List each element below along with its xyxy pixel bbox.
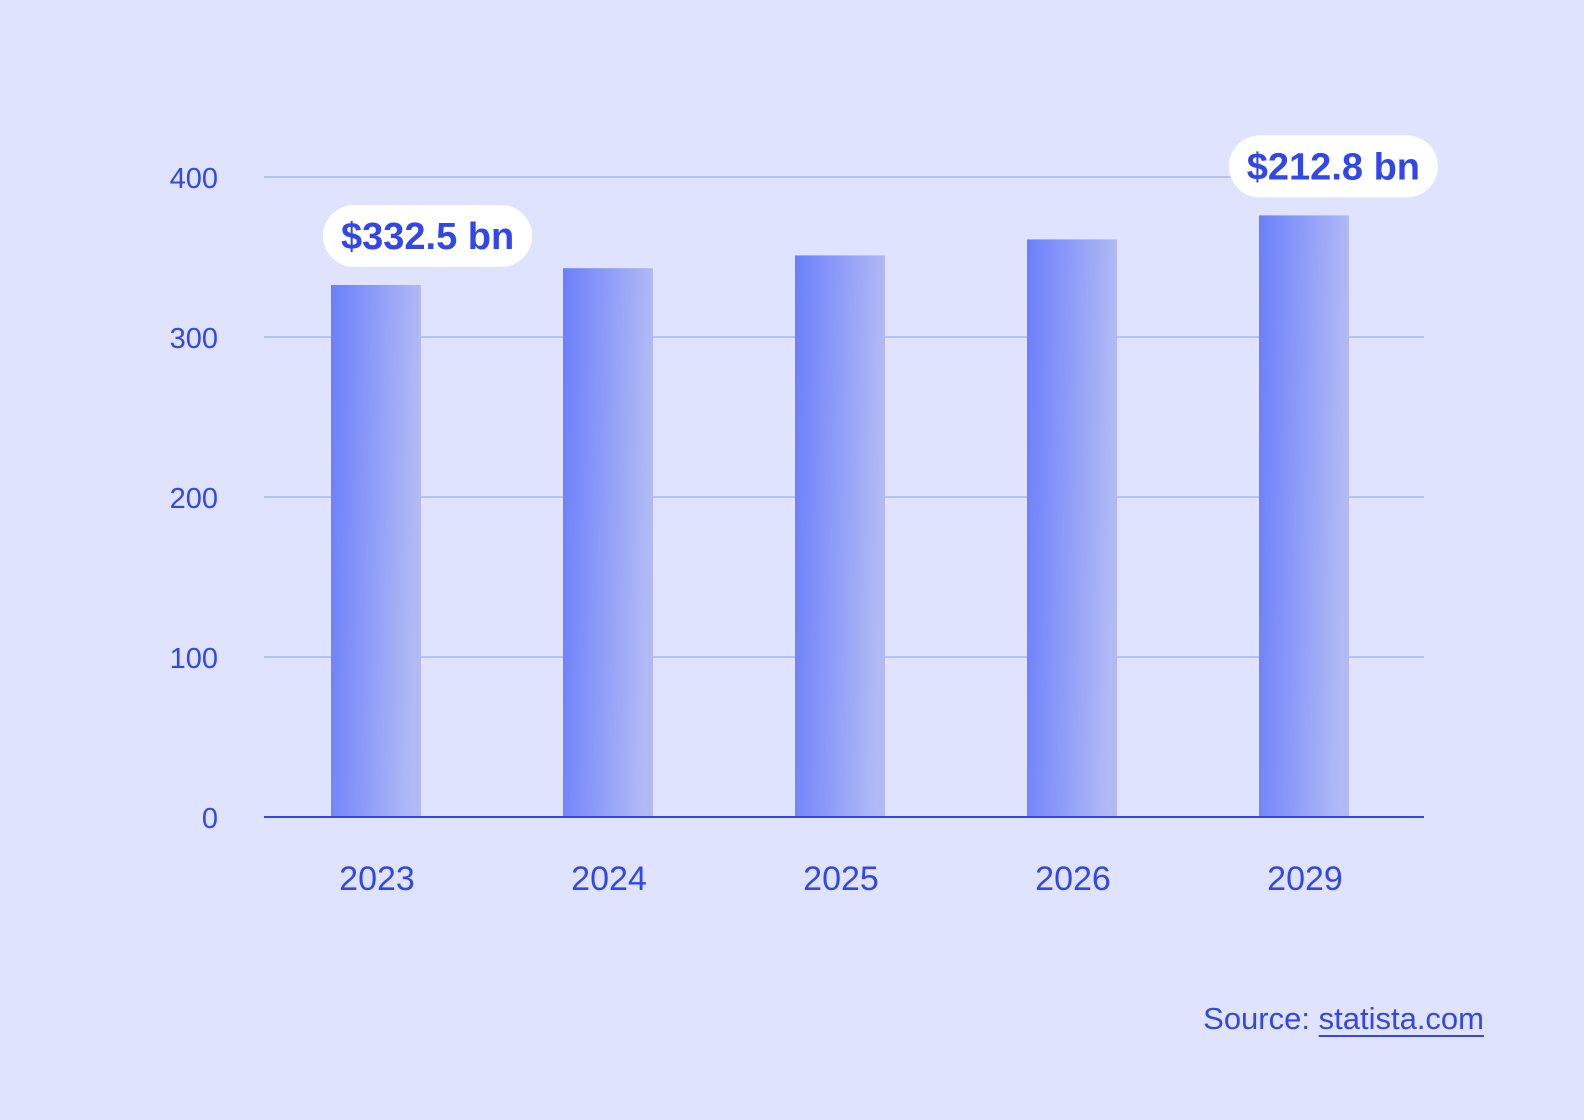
value-callout-label: $212.8 bn <box>1247 146 1420 188</box>
y-tick-label: 400 <box>170 163 218 195</box>
x-tick-label: 2026 <box>1035 860 1111 898</box>
y-tick-label: 0 <box>202 803 218 835</box>
y-tick-label: 100 <box>170 643 218 675</box>
value-callout-pill <box>323 205 533 267</box>
source-link[interactable]: statista.com <box>1318 1001 1484 1036</box>
annotations: $332.5 bn $212.8 bn <box>323 135 1438 267</box>
x-tick-label: 2029 <box>1267 860 1343 898</box>
bar-2026 <box>1027 239 1117 817</box>
value-callout: $332.5 bn <box>323 205 533 267</box>
x-tick-label: 2024 <box>571 860 647 898</box>
x-tick-label: 2025 <box>803 860 879 898</box>
x-tick-label: 2023 <box>339 860 415 898</box>
bar-2024 <box>563 268 653 817</box>
value-callout-label: $332.5 bn <box>341 216 514 258</box>
bar-2029 <box>1259 215 1349 817</box>
bars <box>331 215 1349 817</box>
bar-2025 <box>795 255 885 817</box>
bar-2023 <box>331 285 421 817</box>
source-credit: Source: statista.com <box>1203 1001 1484 1037</box>
value-callout: $212.8 bn <box>1228 135 1438 198</box>
value-callout-pill <box>1228 135 1438 198</box>
y-tick-label: 300 <box>170 323 218 355</box>
axes: 0 100 200 300 400 2023 2024 2025 2026 2029 <box>170 163 1424 898</box>
source-prefix: Source: <box>1203 1001 1310 1036</box>
y-tick-label: 200 <box>170 483 218 515</box>
